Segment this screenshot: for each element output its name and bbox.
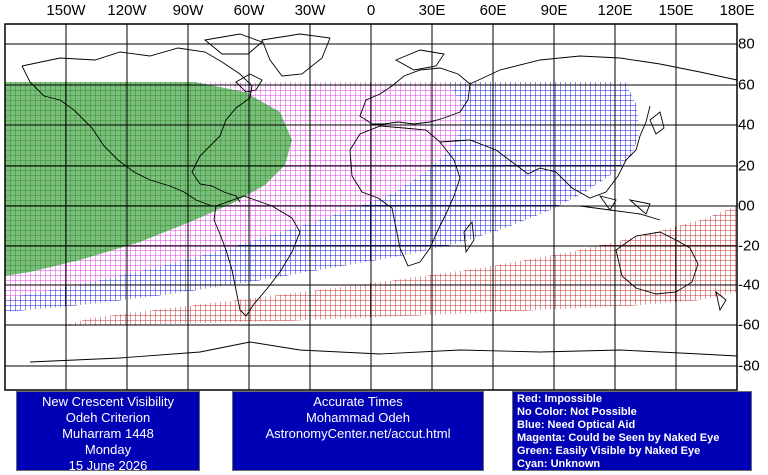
- latitude-label: -20: [738, 237, 760, 255]
- info-line: AstronomyCenter.net/accut.html: [265, 426, 451, 441]
- legend-item: Cyan: Unknown: [517, 458, 601, 470]
- visibility-map: [4, 23, 738, 391]
- longitude-label: 150W: [46, 2, 86, 19]
- latitude-label: 20: [738, 157, 755, 175]
- longitude-label: 150E: [658, 2, 694, 19]
- longitude-label: 30E: [418, 2, 446, 19]
- legend-item: Red: Impossible: [517, 393, 602, 405]
- longitude-label: 60W: [233, 2, 265, 19]
- info-line: Accurate Times: [313, 394, 403, 409]
- legend-item: Blue: Need Optical Aid: [517, 419, 636, 431]
- latitude-label: -80: [738, 357, 760, 375]
- longitude-label: 60E: [479, 2, 507, 19]
- coastlines: [21, 33, 737, 363]
- info-box-credits: Accurate Times Mohammad Odeh AstronomyCe…: [232, 391, 484, 471]
- info-line: New Crescent Visibility: [42, 394, 174, 409]
- legend-box: Red: Impossible No Color: Not Possible B…: [512, 391, 752, 471]
- legend-item: Green: Easily Visible by Naked Eye: [517, 445, 701, 457]
- longitude-label: 30W: [294, 2, 326, 19]
- info-line: Muharram 1448: [62, 426, 154, 441]
- legend-item: No Color: Not Possible: [517, 406, 637, 418]
- info-line: Mohammad Odeh: [305, 410, 411, 425]
- info-line: Odeh Criterion: [65, 410, 151, 425]
- info-box-title: New Crescent Visibility Odeh Criterion M…: [16, 391, 200, 473]
- map-frame: [4, 23, 738, 391]
- latitude-label: -60: [738, 316, 760, 334]
- latitude-label: 00: [738, 197, 755, 215]
- legend-item: Magenta: Could be Seen by Naked Eye: [517, 432, 720, 444]
- latitude-label: -40: [738, 276, 760, 294]
- zone-impossible: [62, 206, 737, 326]
- latitude-label: 60: [738, 76, 755, 94]
- info-line: Monday: [84, 442, 132, 457]
- longitude-label: 90W: [172, 2, 204, 19]
- graticule: [5, 24, 737, 390]
- longitude-label: 180E: [719, 2, 755, 19]
- longitude-label: 120W: [107, 2, 147, 19]
- longitude-label: 0: [366, 2, 376, 19]
- info-line: 15 June 2026: [68, 458, 148, 473]
- longitude-label: 90E: [540, 2, 568, 19]
- latitude-label: 80: [738, 35, 755, 53]
- latitude-label: 40: [738, 116, 755, 134]
- longitude-label: 120E: [597, 2, 633, 19]
